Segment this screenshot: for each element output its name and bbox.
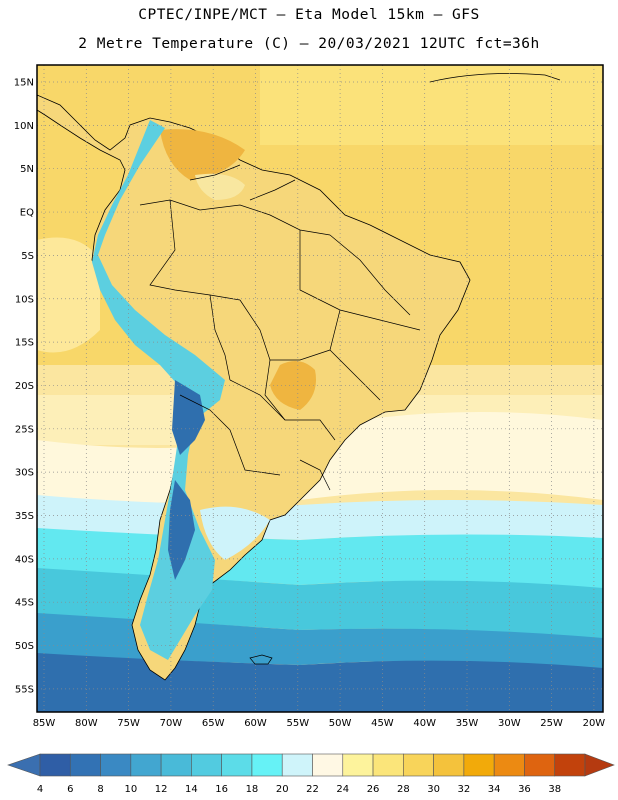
lat-label: 25S: [15, 424, 34, 435]
lon-label: 20W: [583, 718, 606, 729]
lat-label: 45S: [15, 598, 34, 609]
colorbar-swatch: [281, 753, 313, 777]
colorbar-label: 20: [276, 784, 289, 795]
colorbar-swatch: [100, 753, 132, 777]
colorbar-label: 32: [458, 784, 471, 795]
colorbar-swatch: [433, 753, 465, 777]
land-cool-patch-guiana: [195, 173, 245, 200]
ocean-pacific-mid: [37, 237, 100, 353]
map-frame: [36, 64, 604, 713]
colorbar-swatch: [403, 753, 434, 777]
colorbar-swatch: [191, 753, 222, 777]
colorbar-label: 4: [37, 784, 43, 795]
colorbar-swatch: [312, 753, 344, 777]
lat-label: 40S: [15, 554, 34, 565]
colorbar-swatch: [221, 753, 253, 777]
lon-label: 30W: [498, 718, 521, 729]
lat-label: 10S: [15, 294, 34, 305]
andes-peak-cold: [172, 380, 205, 455]
longitude-labels: 85W 80W 75W 70W 65W 60W 55W 50W 45W 40W 35W 30W 25W 2…: [33, 718, 606, 729]
lat-label: 20S: [15, 381, 34, 392]
lon-label: 25W: [540, 718, 563, 729]
colorbar-swatch: [39, 753, 71, 777]
colorbar-label: 24: [336, 784, 349, 795]
colorbar-label: 12: [155, 784, 168, 795]
lon-label: 70W: [160, 718, 183, 729]
lon-label: 85W: [33, 718, 56, 729]
colorbar-swatch: [463, 753, 495, 777]
lat-label: 30S: [15, 468, 34, 479]
lon-label: 50W: [329, 718, 352, 729]
colorbar-label: 10: [124, 784, 137, 795]
lat-label: 5S: [21, 251, 34, 262]
colorbar-under-arrow: [7, 753, 41, 777]
colorbar-swatch: [130, 753, 162, 777]
colorbar-swatch: [524, 753, 556, 777]
lat-label: 5N: [20, 164, 34, 175]
map-field: [37, 65, 603, 712]
colorbar-label: 36: [518, 784, 531, 795]
colorbar-label: 14: [185, 784, 198, 795]
andes-south-peak-cold: [168, 480, 195, 580]
lat-label: 15N: [14, 78, 34, 89]
country-borders: [139, 164, 421, 491]
patagonia-cool-patch: [200, 506, 270, 560]
temperature-map: 15N 10N 5N EQ 5S 10S 15S 20S 25S 30S 35S 40S 45S 50S 5…: [14, 64, 606, 729]
lat-label: 50S: [15, 641, 34, 652]
caribbean-islands: [429, 73, 561, 83]
colorbar-label: 8: [97, 784, 103, 795]
colorbar-swatch: [493, 753, 525, 777]
ocean-cold-band-4: [37, 653, 603, 712]
lon-label: 80W: [75, 718, 98, 729]
lon-label: 45W: [371, 718, 394, 729]
lon-label: 65W: [202, 718, 225, 729]
land-hot-spot-north: [160, 129, 245, 180]
chart-title-line2: 2 Metre Temperature (C) – 20/03/2021 12U…: [78, 36, 540, 52]
colorbar-label: 34: [488, 784, 501, 795]
colorbar-label: 22: [306, 784, 319, 795]
colorbar-over-arrow: [584, 753, 615, 777]
colorbar-swatch: [342, 753, 374, 777]
colorbar-label: 30: [427, 784, 440, 795]
colorbar-swatch: [554, 753, 586, 777]
colorbar-label: 26: [367, 784, 380, 795]
chart-title-line1: CPTEC/INPE/MCT – Eta Model 15km – GFS: [138, 7, 480, 23]
lon-label: 60W: [244, 718, 267, 729]
colorbar-swatch: [160, 753, 192, 777]
lon-label: 75W: [117, 718, 140, 729]
colorbar-label: 16: [215, 784, 228, 795]
lon-label: 40W: [413, 718, 436, 729]
lat-label: 10N: [14, 121, 34, 132]
lon-label: 35W: [456, 718, 479, 729]
colorbar-label: 38: [548, 784, 561, 795]
colorbar-swatch: [372, 753, 404, 777]
lon-label: 55W: [286, 718, 309, 729]
lat-label: 55S: [15, 684, 34, 695]
colorbar: 4 6 8 10 12 14 16 18 20 22 24 26 28 30 32 34 36 38: [7, 753, 615, 795]
lat-label: 35S: [15, 511, 34, 522]
lat-label: EQ: [20, 208, 34, 219]
colorbar-swatch: [69, 753, 101, 777]
lat-label: 15S: [15, 338, 34, 349]
ocean-caribbean: [260, 65, 603, 145]
latitude-labels: 15N 10N 5N EQ 5S 10S 15S 20S 25S 30S 35S 40S 45S 50S 5…: [14, 78, 34, 696]
colorbar-label: 28: [397, 784, 410, 795]
colorbar-swatch: [251, 753, 283, 777]
colorbar-label: 6: [67, 784, 73, 795]
colorbar-label: 18: [246, 784, 259, 795]
